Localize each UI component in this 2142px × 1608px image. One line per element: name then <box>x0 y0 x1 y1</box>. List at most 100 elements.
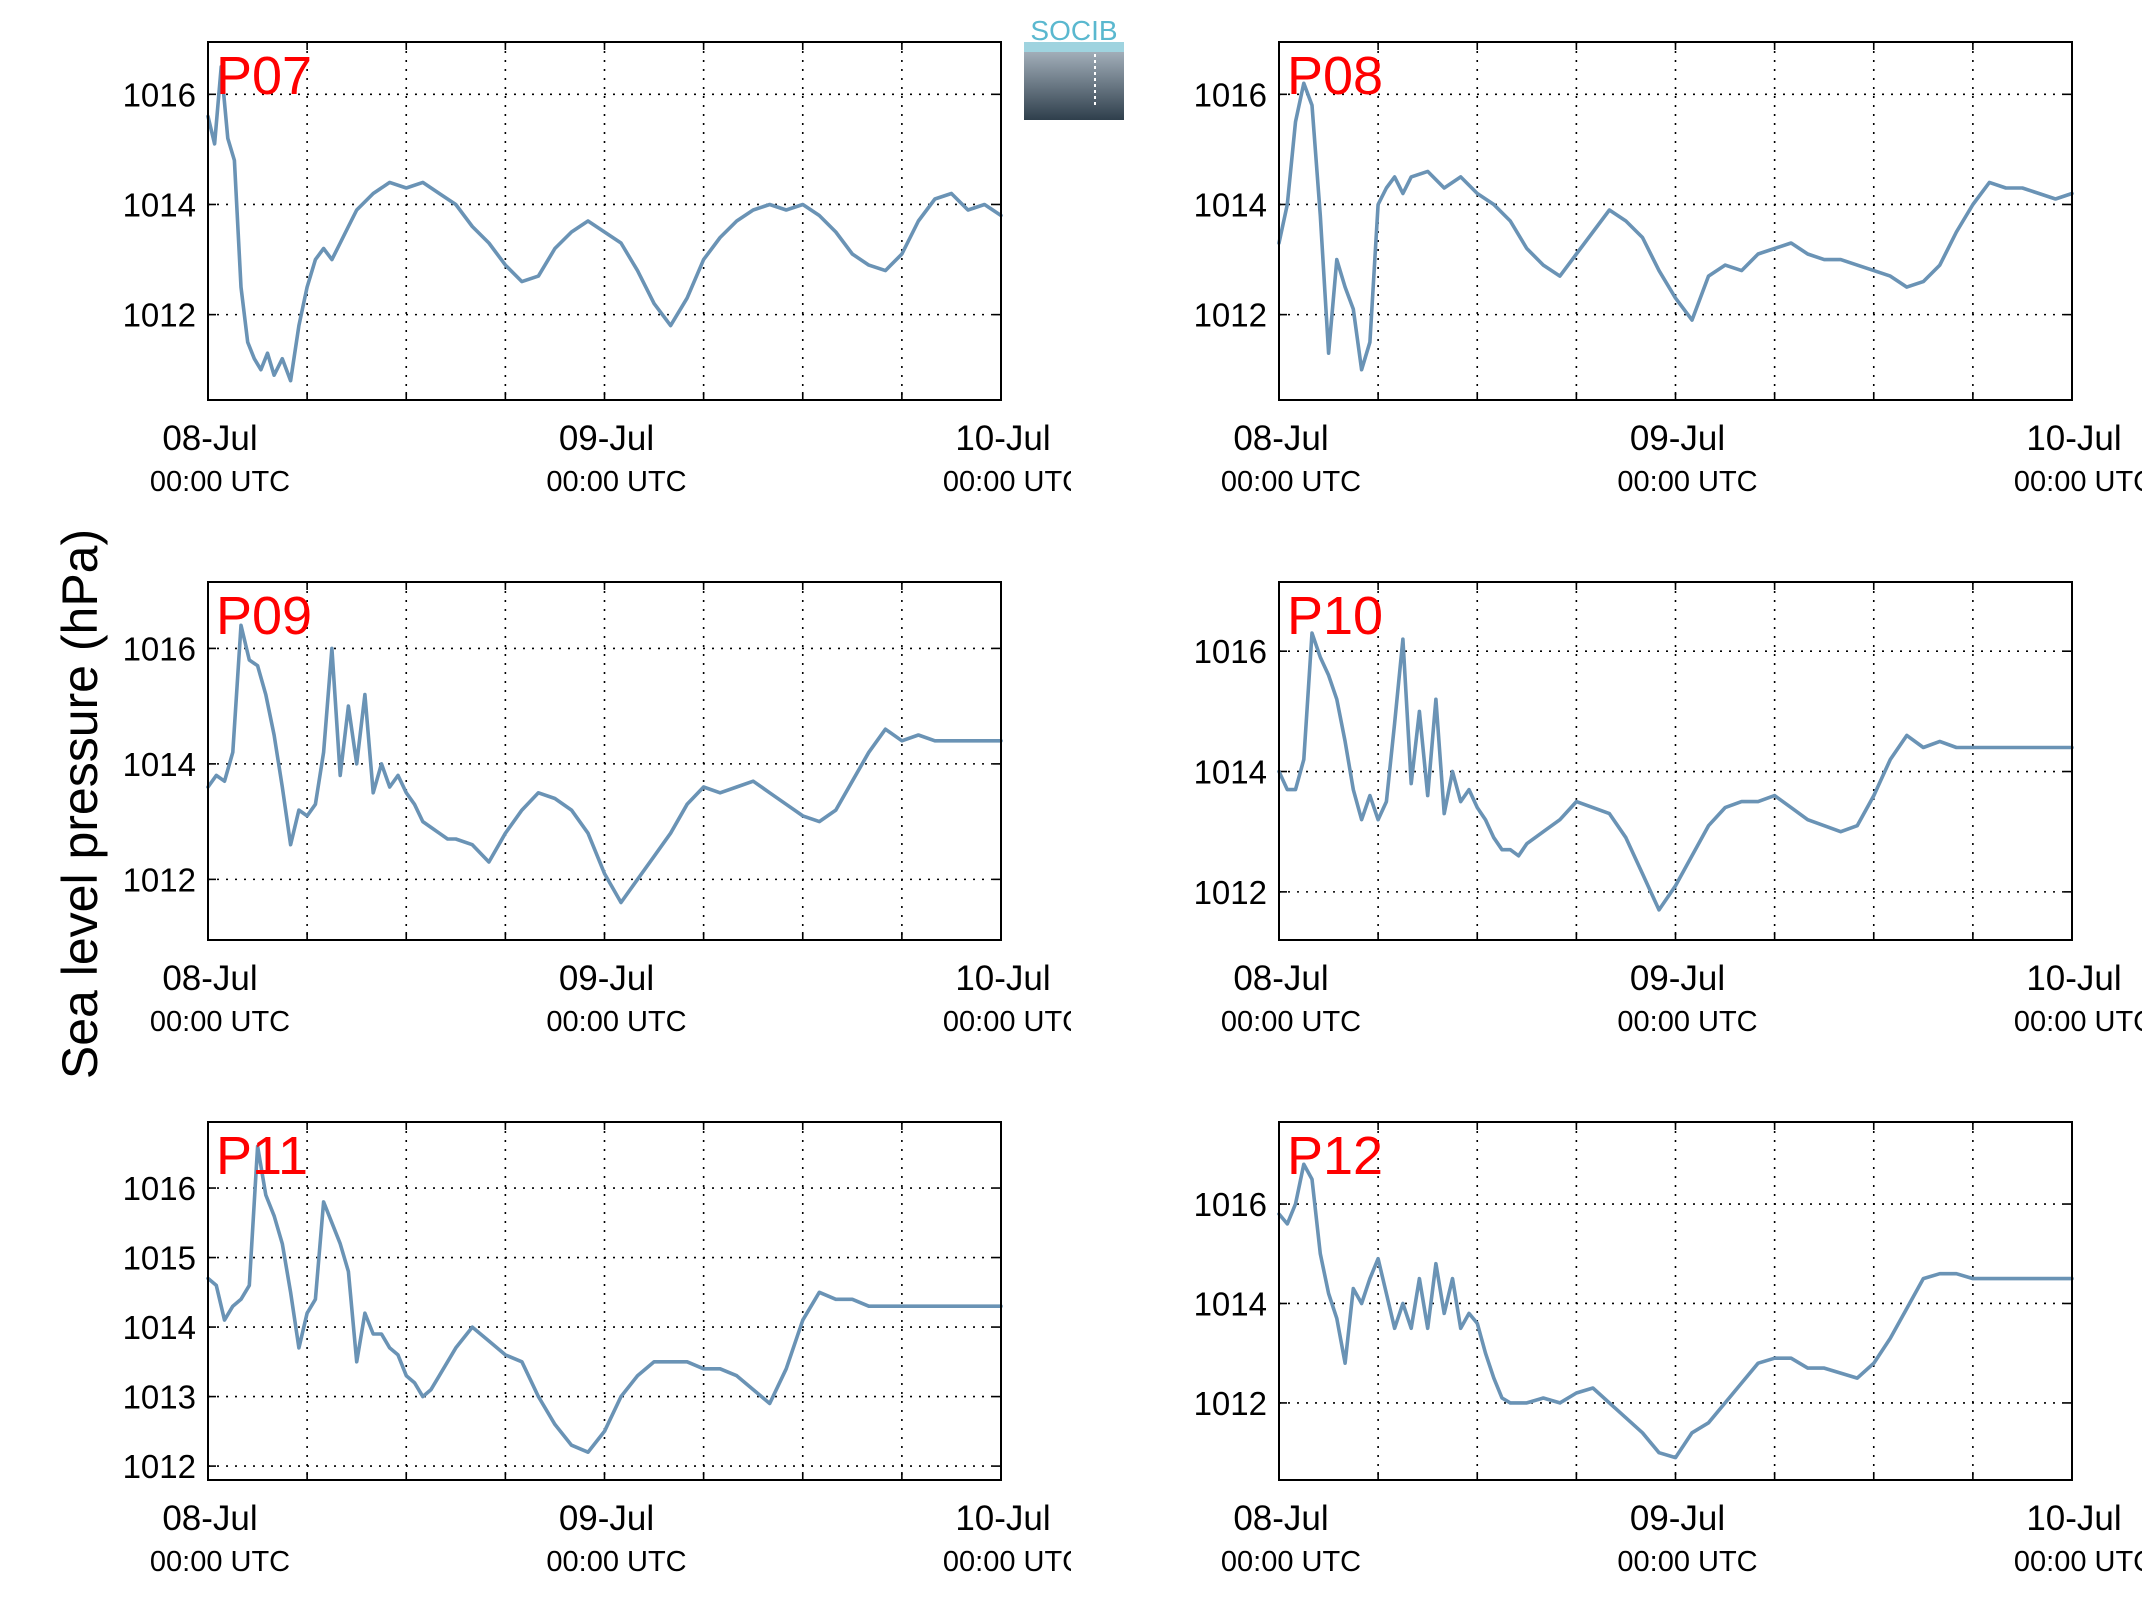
station-label: P09 <box>216 586 312 646</box>
y-tick-label: 1016 <box>1194 76 1267 113</box>
y-tick-label: 1014 <box>1194 186 1267 223</box>
x-tick-label-date: 09-Jul <box>559 1499 654 1538</box>
panel-p08: 1012 1014 1016 08-Jul 00:00 UTC 09-Jul 00:00 U… <box>1194 41 2142 498</box>
series-line <box>206 1144 1003 1455</box>
x-tick-label-date: 10-Jul <box>2026 419 2121 458</box>
plot-background <box>208 582 1001 940</box>
plot-area: 1012 1014 1016 <box>123 581 1003 941</box>
x-tick-label-time: 00:00 UTC <box>1617 1006 1757 1038</box>
y-tick-label: 1014 <box>123 1309 196 1346</box>
series-line <box>1277 81 2074 372</box>
x-tick-label-time: 00:00 UTC <box>1617 1546 1757 1578</box>
grid <box>1279 42 2072 400</box>
station-label: P11 <box>216 1126 308 1186</box>
y-tick-label: 1014 <box>123 186 196 223</box>
x-tick-label-time: 00:00 UTC <box>150 1546 290 1578</box>
y-tick-label: 1012 <box>1194 297 1267 334</box>
y-tick-label: 1012 <box>123 1448 196 1485</box>
axes-frame <box>207 1121 1002 1481</box>
station-label: P12 <box>1287 1126 1383 1186</box>
y-tick-label: 1012 <box>123 297 196 334</box>
x-tick-label-date: 08-Jul <box>1233 419 1328 458</box>
series-line <box>1277 1162 2074 1460</box>
station-label: P10 <box>1287 586 1383 646</box>
x-tick-label-date: 10-Jul <box>955 959 1050 998</box>
y-tick-label: 1013 <box>123 1379 196 1416</box>
x-tick-label-time: 00:00 UTC <box>1221 1546 1361 1578</box>
series-line <box>206 65 1003 383</box>
logo-block <box>1024 48 1124 120</box>
plot-area: 1012 1014 1016 <box>1194 1121 2074 1481</box>
y-tick-label: 1015 <box>123 1240 196 1277</box>
x-tick-label-date: 10-Jul <box>955 1499 1050 1538</box>
plot-area: 1012 1013 1014 1015 1016 <box>123 1121 1003 1485</box>
x-tick-label-date: 10-Jul <box>2026 1499 2121 1538</box>
grid <box>1279 582 2072 940</box>
x-tick-label-time: 00:00 UTC <box>2014 466 2142 498</box>
plot-background <box>208 1122 1001 1480</box>
plot-area: 1012 1014 1016 <box>1194 41 2074 401</box>
x-tick-label-time: 00:00 UTC <box>943 1546 1071 1578</box>
x-tick-label-time: 00:00 UTC <box>1617 466 1757 498</box>
plot-background <box>1279 42 2072 400</box>
y-tick-label: 1016 <box>1194 633 1267 670</box>
y-tick-label: 1014 <box>1194 1285 1267 1322</box>
x-tick-label-time: 00:00 UTC <box>546 466 686 498</box>
axes-frame <box>207 581 1002 941</box>
x-tick-label-time: 00:00 UTC <box>1221 466 1361 498</box>
y-tick-label: 1014 <box>1194 754 1267 791</box>
x-tick-label-date: 08-Jul <box>162 419 257 458</box>
x-tick-label-date: 09-Jul <box>1630 959 1725 998</box>
x-tick-label-time: 00:00 UTC <box>546 1546 686 1578</box>
logo-wave <box>1024 42 1124 52</box>
grid <box>208 1122 1001 1480</box>
x-tick-label-time: 00:00 UTC <box>2014 1006 2142 1038</box>
grid <box>208 582 1001 940</box>
station-label: P07 <box>216 46 312 106</box>
grid <box>208 42 1001 400</box>
panel-p12: 1012 1014 1016 08-Jul 00:00 UTC 09-Jul 00:00 U… <box>1194 1121 2142 1578</box>
x-tick-label-date: 08-Jul <box>162 1499 257 1538</box>
x-tick-label-time: 00:00 UTC <box>943 1006 1071 1038</box>
station-label: P08 <box>1287 46 1383 106</box>
x-tick-label-time: 00:00 UTC <box>150 1006 290 1038</box>
x-tick-label-date: 09-Jul <box>559 959 654 998</box>
x-tick-label-time: 00:00 UTC <box>2014 1546 2142 1578</box>
plot-background <box>208 42 1001 400</box>
axes-frame <box>207 41 1002 401</box>
y-tick-label: 1012 <box>123 861 196 898</box>
socib-logo: SOCIB <box>1024 15 1124 120</box>
panel-p11: 1012 1013 1014 1015 1016 08-Jul 00:00 UTC 09-Ju… <box>123 1121 1071 1578</box>
axes-frame <box>1278 41 2073 401</box>
x-tick-label-date: 10-Jul <box>955 419 1050 458</box>
x-tick-label-time: 00:00 UTC <box>546 1006 686 1038</box>
panel-p09: 1012 1014 1016 08-Jul 00:00 UTC 09-Jul 00:00 U… <box>123 581 1071 1038</box>
x-tick-label-date: 08-Jul <box>162 959 257 998</box>
x-tick-label-date: 09-Jul <box>1630 419 1725 458</box>
plot-background <box>1279 1122 2072 1480</box>
plot-area: 1012 1014 1016 <box>1194 581 2074 941</box>
x-tick-label-time: 00:00 UTC <box>943 466 1071 498</box>
axes-frame <box>1278 1121 2073 1481</box>
x-tick-label-time: 00:00 UTC <box>150 466 290 498</box>
y-tick-label: 1016 <box>123 630 196 667</box>
y-tick-label: 1016 <box>123 76 196 113</box>
panel-p10: 1012 1014 1016 08-Jul 00:00 UTC 09-Jul 00:00 U… <box>1194 581 2142 1038</box>
series-line <box>206 623 1003 905</box>
grid <box>1279 1122 2072 1480</box>
x-tick-label-date: 08-Jul <box>1233 1499 1328 1538</box>
y-tick-label: 1012 <box>1194 1385 1267 1422</box>
x-tick-label-date: 09-Jul <box>1630 1499 1725 1538</box>
x-tick-label-date: 08-Jul <box>1233 959 1328 998</box>
panel-p07: 1012 1014 1016 08-Jul 00:00 UTC 09-Jul 00:00 U… <box>123 41 1071 498</box>
series-line <box>1277 631 2074 912</box>
y-tick-label: 1016 <box>123 1170 196 1207</box>
plot-area: 1012 1014 1016 <box>123 41 1003 401</box>
y-tick-label: 1014 <box>123 746 196 783</box>
axes-frame <box>1278 581 2073 941</box>
logo-text: SOCIB <box>1030 15 1117 46</box>
x-tick-label-date: 10-Jul <box>2026 959 2121 998</box>
x-tick-label-time: 00:00 UTC <box>1221 1006 1361 1038</box>
y-tick-label: 1016 <box>1194 1186 1267 1223</box>
